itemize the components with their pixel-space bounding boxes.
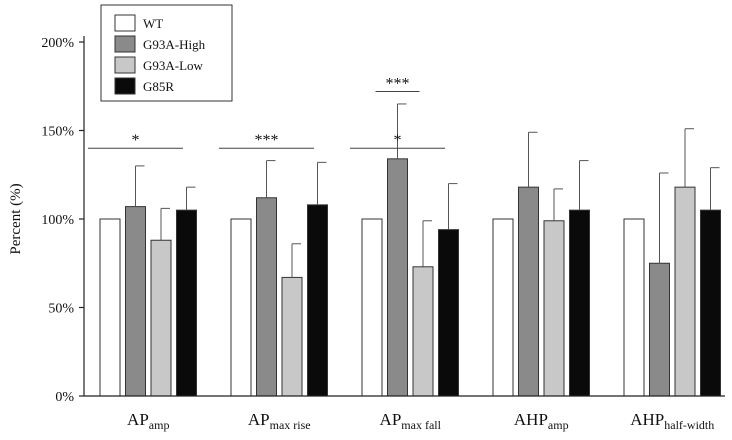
x-tick-label: APmax fall — [380, 410, 442, 432]
bar-g93a-low-4 — [674, 186, 696, 397]
legend-swatch-wt — [114, 14, 136, 32]
y-tick-label: 100% — [41, 213, 74, 228]
bar-g93a-low-1 — [281, 276, 303, 397]
legend-label: WT — [143, 16, 163, 31]
y-tick-label: 200% — [41, 36, 74, 51]
bar-g85r-4 — [700, 209, 721, 397]
bar-g93a-low-2 — [412, 266, 434, 397]
x-tick-label: APamp — [127, 410, 169, 432]
bar-wt-2 — [361, 218, 383, 397]
bar-wt-1 — [230, 218, 252, 397]
bar-g93a-low-0 — [150, 239, 172, 397]
y-tick-label: 0% — [55, 390, 74, 405]
bar-g93a-high-3 — [518, 186, 539, 397]
bar-g93a-high-1 — [256, 197, 277, 397]
y-tick-label: 150% — [41, 125, 74, 140]
legend-swatch-g93a-high — [114, 35, 136, 53]
x-tick-label: AHPamp — [514, 410, 569, 432]
x-tick-label: APmax rise — [248, 410, 311, 432]
bar-g93a-high-4 — [649, 262, 670, 397]
significance-marker: *** — [255, 132, 279, 149]
bar-g85r-0 — [176, 209, 197, 397]
bar-g93a-low-3 — [543, 220, 565, 397]
legend-swatch-g93a-low — [114, 56, 136, 74]
legend-swatch-g85r — [114, 77, 136, 95]
significance-marker: *** — [386, 76, 410, 93]
legend-label: G93A-Low — [143, 58, 204, 73]
legend-label: G85R — [143, 79, 174, 94]
bar-g93a-high-2 — [387, 158, 408, 397]
x-tick-label: AHPhalf-width — [630, 410, 714, 432]
significance-marker: * — [132, 132, 140, 149]
legend-label: G93A-High — [143, 37, 206, 52]
significance-marker: * — [394, 132, 402, 149]
y-tick-label: 50% — [48, 302, 74, 317]
bar-g85r-3 — [569, 209, 590, 397]
bar-g93a-high-0 — [125, 206, 146, 397]
y-axis-title: Percent (%) — [8, 183, 24, 254]
bar-wt-3 — [492, 218, 514, 397]
bar-wt-0 — [99, 218, 121, 397]
bar-g85r-1 — [307, 204, 328, 397]
bar-wt-4 — [623, 218, 645, 397]
bar-g85r-2 — [438, 229, 459, 397]
